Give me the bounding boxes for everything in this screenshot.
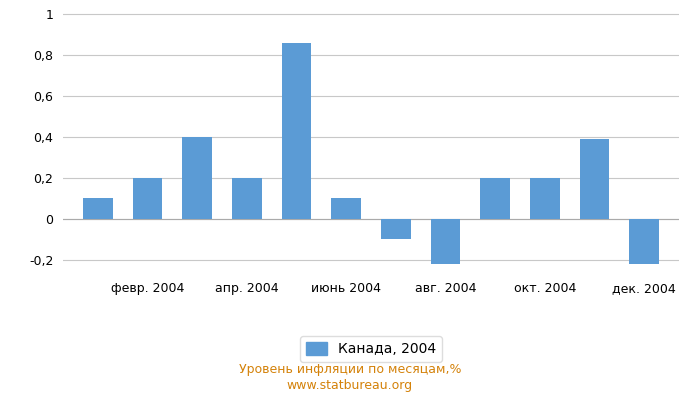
- Text: www.statbureau.org: www.statbureau.org: [287, 379, 413, 392]
- Bar: [480, 178, 510, 219]
- Bar: [182, 137, 212, 219]
- Bar: [580, 139, 610, 219]
- Bar: [281, 43, 312, 219]
- Bar: [381, 219, 411, 239]
- Text: Уровень инфляции по месяцам,%: Уровень инфляции по месяцам,%: [239, 363, 461, 376]
- Bar: [331, 198, 361, 219]
- Bar: [132, 178, 162, 219]
- Bar: [232, 178, 262, 219]
- Bar: [629, 219, 659, 264]
- Bar: [430, 219, 461, 264]
- Bar: [83, 198, 113, 219]
- Bar: [530, 178, 560, 219]
- Legend: Канада, 2004: Канада, 2004: [300, 336, 442, 362]
